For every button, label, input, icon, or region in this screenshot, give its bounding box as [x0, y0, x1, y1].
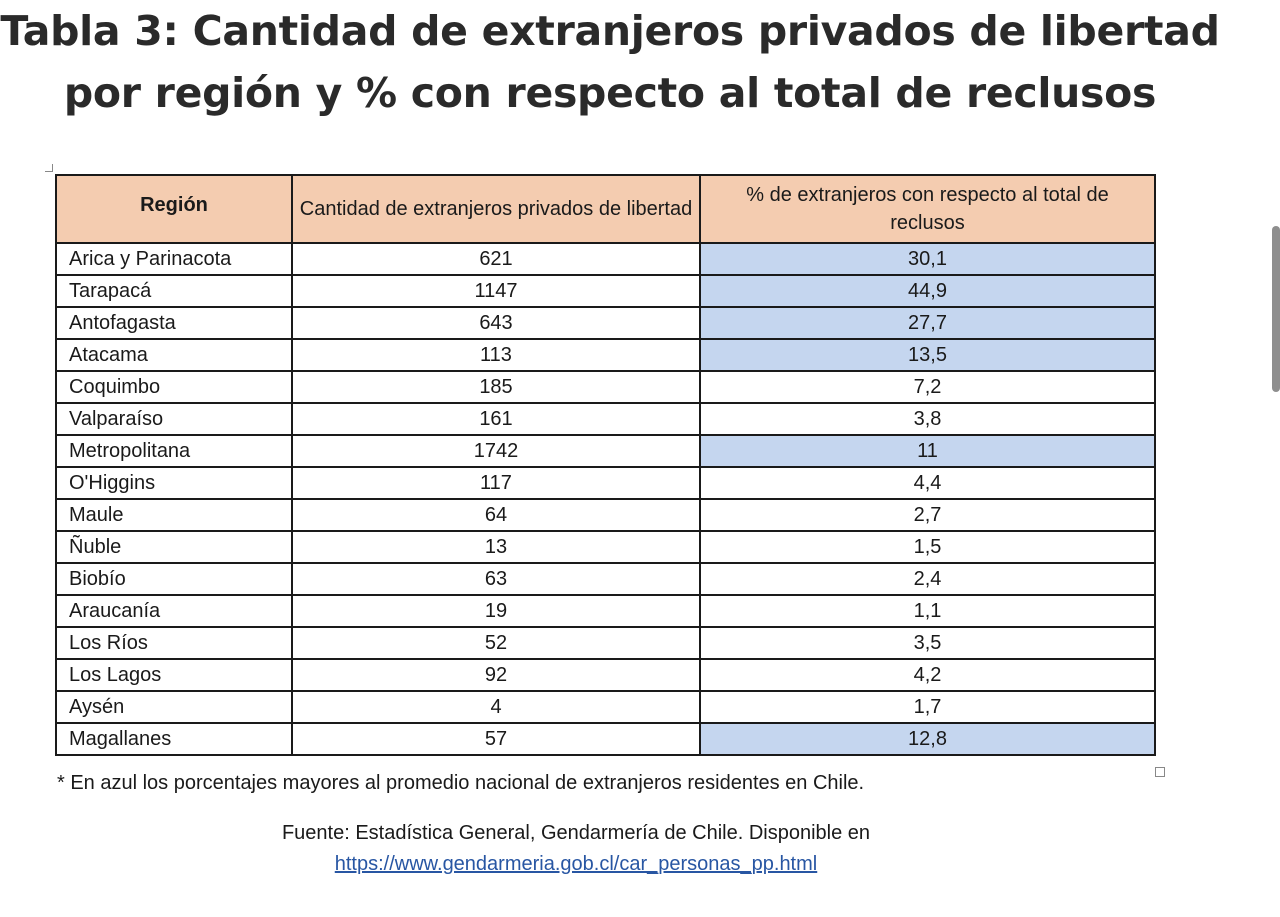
table-row: Valparaíso 161 3,8 — [55, 402, 1156, 436]
cell-cantidad: 185 — [291, 370, 701, 404]
cell-cantidad: 1147 — [291, 274, 701, 308]
cell-region: O'Higgins — [55, 466, 293, 500]
cell-cantidad: 161 — [291, 402, 701, 436]
cell-region: Arica y Parinacota — [55, 242, 293, 276]
header-cantidad: Cantidad de extranjeros privados de libe… — [291, 174, 701, 244]
cell-cantidad: 643 — [291, 306, 701, 340]
title-line-1: Tabla 3: Cantidad de extranjeros privado… — [0, 7, 1220, 55]
page-title: Tabla 3: Cantidad de extranjeros privado… — [0, 0, 1220, 124]
table-row: Maule 64 2,7 — [55, 498, 1156, 532]
cell-porcentaje: 11 — [699, 434, 1156, 468]
cell-cantidad: 64 — [291, 498, 701, 532]
source-text: Fuente: Estadística General, Gendarmería… — [281, 822, 871, 844]
table-row: Biobío 63 2,4 — [55, 562, 1156, 596]
cell-porcentaje: 2,7 — [699, 498, 1156, 532]
cell-porcentaje: 1,1 — [699, 594, 1156, 628]
table-body: Arica y Parinacota 621 30,1 Tarapacá 1147 44,… — [55, 242, 1156, 756]
cell-region: Coquimbo — [55, 370, 293, 404]
table-row: O'Higgins 117 4,4 — [55, 466, 1156, 500]
cell-porcentaje: 4,4 — [699, 466, 1156, 500]
cell-region: Biobío — [55, 562, 293, 596]
table-row: Aysén 4 1,7 — [55, 690, 1156, 724]
source-link[interactable]: https://www.gendarmeria.gob.cl/car_perso… — [334, 853, 818, 875]
cell-porcentaje: 1,5 — [699, 530, 1156, 564]
table-header-row: Región Cantidad de extranjeros privados … — [55, 174, 1156, 244]
footnote: * En azul los porcentajes mayores al pro… — [57, 772, 865, 794]
table-row: Antofagasta 643 27,7 — [55, 306, 1156, 340]
cell-porcentaje: 4,2 — [699, 658, 1156, 692]
table-resize-handle[interactable] — [1155, 767, 1165, 777]
cell-region: Maule — [55, 498, 293, 532]
cell-region: Antofagasta — [55, 306, 293, 340]
cell-region: Araucanía — [55, 594, 293, 628]
cell-porcentaje: 12,8 — [699, 722, 1156, 756]
table-row: Coquimbo 185 7,2 — [55, 370, 1156, 404]
table-row: Los Ríos 52 3,5 — [55, 626, 1156, 660]
cell-region: Los Lagos — [55, 658, 293, 692]
region-table: Región Cantidad de extranjeros privados … — [55, 174, 1156, 756]
cell-porcentaje: 7,2 — [699, 370, 1156, 404]
cell-cantidad: 57 — [291, 722, 701, 756]
table-row: Tarapacá 1147 44,9 — [55, 274, 1156, 308]
vertical-scrollbar[interactable] — [1272, 226, 1280, 392]
cell-porcentaje: 1,7 — [699, 690, 1156, 724]
cell-cantidad: 63 — [291, 562, 701, 596]
cell-cantidad: 19 — [291, 594, 701, 628]
cell-cantidad: 4 — [291, 690, 701, 724]
cell-region: Metropolitana — [55, 434, 293, 468]
table-row: Magallanes 57 12,8 — [55, 722, 1156, 756]
table-row: Araucanía 19 1,1 — [55, 594, 1156, 628]
cell-porcentaje: 3,8 — [699, 402, 1156, 436]
title-line-2: por región y % con respecto al total de … — [63, 69, 1157, 117]
header-region: Región — [55, 174, 293, 244]
cell-cantidad: 52 — [291, 626, 701, 660]
cell-region: Tarapacá — [55, 274, 293, 308]
cell-region: Atacama — [55, 338, 293, 372]
cell-porcentaje: 44,9 — [699, 274, 1156, 308]
header-porcentaje: % de extranjeros con respecto al total d… — [699, 174, 1156, 244]
cell-porcentaje: 30,1 — [699, 242, 1156, 276]
cell-cantidad: 1742 — [291, 434, 701, 468]
cell-region: Aysén — [55, 690, 293, 724]
table-row: Arica y Parinacota 621 30,1 — [55, 242, 1156, 276]
table-row: Metropolitana 1742 11 — [55, 434, 1156, 468]
cell-porcentaje: 13,5 — [699, 338, 1156, 372]
cell-region: Los Ríos — [55, 626, 293, 660]
cell-cantidad: 13 — [291, 530, 701, 564]
cell-region: Magallanes — [55, 722, 293, 756]
source-citation: Fuente: Estadística General, Gendarmería… — [0, 818, 1152, 880]
cell-region: Valparaíso — [55, 402, 293, 436]
table-row: Ñuble 13 1,5 — [55, 530, 1156, 564]
cell-cantidad: 92 — [291, 658, 701, 692]
cell-porcentaje: 27,7 — [699, 306, 1156, 340]
cell-cantidad: 621 — [291, 242, 701, 276]
cell-region: Ñuble — [55, 530, 293, 564]
cell-porcentaje: 3,5 — [699, 626, 1156, 660]
cell-porcentaje: 2,4 — [699, 562, 1156, 596]
table-anchor-icon — [45, 164, 53, 172]
cell-cantidad: 117 — [291, 466, 701, 500]
table-row: Los Lagos 92 4,2 — [55, 658, 1156, 692]
table-row: Atacama 113 13,5 — [55, 338, 1156, 372]
cell-cantidad: 113 — [291, 338, 701, 372]
